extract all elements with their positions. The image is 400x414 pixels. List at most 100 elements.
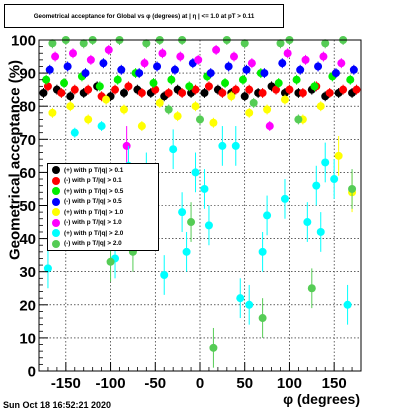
data-point bbox=[206, 69, 215, 78]
y-tick-label: 0 bbox=[28, 364, 36, 381]
data-point bbox=[296, 65, 305, 74]
data-point bbox=[84, 115, 93, 124]
data-point bbox=[227, 92, 236, 101]
data-point bbox=[124, 82, 133, 91]
y-tick-label: 30 bbox=[19, 264, 36, 281]
y-tick-label: 70 bbox=[19, 132, 36, 149]
data-point bbox=[331, 69, 340, 78]
data-point bbox=[263, 211, 272, 220]
x-axis-label: φ (degrees) bbox=[283, 391, 360, 407]
data-point bbox=[185, 82, 194, 91]
data-point bbox=[337, 59, 346, 68]
data-point bbox=[231, 85, 240, 94]
data-point bbox=[260, 69, 269, 78]
data-point bbox=[298, 88, 307, 97]
data-point bbox=[258, 314, 267, 323]
data-point bbox=[348, 184, 357, 193]
data-point bbox=[245, 300, 254, 309]
data-point bbox=[310, 82, 319, 91]
data-point bbox=[316, 227, 325, 236]
data-point bbox=[258, 88, 267, 97]
data-point bbox=[218, 141, 227, 150]
data-point bbox=[191, 168, 200, 177]
data-point bbox=[178, 208, 187, 217]
data-point bbox=[209, 118, 218, 127]
data-point bbox=[278, 59, 287, 68]
data-point bbox=[242, 65, 251, 74]
data-point bbox=[79, 39, 88, 48]
data-point bbox=[346, 75, 355, 84]
data-point bbox=[301, 55, 310, 64]
data-point bbox=[191, 102, 200, 111]
data-point bbox=[200, 88, 209, 97]
data-point bbox=[265, 122, 274, 131]
legend-label: (+) with p T/|q| > 0.5 bbox=[64, 187, 124, 195]
y-tick-label: 90 bbox=[19, 66, 36, 83]
data-point bbox=[122, 141, 131, 150]
data-point bbox=[334, 151, 343, 160]
legend-label: (+) with p T/|q| > 0.1 bbox=[64, 166, 124, 174]
data-point bbox=[104, 45, 113, 54]
data-point bbox=[258, 247, 267, 256]
x-tick-label: 0 bbox=[196, 375, 204, 392]
data-point bbox=[263, 105, 272, 114]
data-point bbox=[68, 49, 77, 58]
legend-label: (-) with p T/|q| > 0.1 bbox=[64, 177, 122, 185]
data-point bbox=[285, 85, 294, 94]
legend-label: (-) with p T/|q| > 0.5 bbox=[64, 198, 122, 206]
legend-entry: (-) with p T/|q| > 0.1 bbox=[50, 176, 156, 187]
data-point bbox=[70, 128, 79, 137]
data-point bbox=[349, 65, 358, 74]
y-axis-label: Geometrical acceptance (%) bbox=[6, 59, 24, 261]
data-point bbox=[325, 88, 334, 97]
legend-label: (+) with p T/|q| > 2.0 bbox=[64, 229, 124, 237]
y-tick-label: 80 bbox=[19, 99, 36, 116]
data-point bbox=[176, 52, 185, 61]
data-point bbox=[86, 55, 95, 64]
data-point bbox=[280, 194, 289, 203]
data-point bbox=[119, 88, 128, 97]
legend-entry: (-) with p T/|q| > 0.5 bbox=[50, 197, 156, 208]
data-point bbox=[212, 45, 221, 54]
data-point bbox=[343, 300, 352, 309]
legend-marker bbox=[52, 176, 60, 185]
data-point bbox=[276, 39, 285, 48]
data-point bbox=[70, 85, 79, 94]
legend-label: (-) with p T/|q| > 2.0 bbox=[64, 240, 122, 248]
x-tick-label: 50 bbox=[236, 375, 253, 392]
data-point bbox=[339, 85, 348, 94]
y-tick-label: 100 bbox=[11, 33, 36, 50]
data-point bbox=[164, 105, 173, 114]
data-point bbox=[204, 221, 213, 230]
data-point bbox=[111, 85, 120, 94]
data-point bbox=[117, 65, 126, 74]
data-point bbox=[272, 85, 281, 94]
data-point bbox=[99, 59, 108, 68]
x-tick-label: -100 bbox=[96, 375, 126, 392]
data-point bbox=[187, 218, 196, 227]
data-point bbox=[312, 181, 321, 190]
data-point bbox=[140, 59, 149, 68]
data-point bbox=[173, 112, 182, 121]
data-point bbox=[200, 184, 209, 193]
data-point bbox=[292, 75, 301, 84]
y-tick-label: 60 bbox=[19, 165, 36, 182]
data-point bbox=[170, 65, 179, 74]
data-point bbox=[57, 88, 66, 97]
x-tick-label: 100 bbox=[277, 375, 302, 392]
data-point bbox=[330, 175, 339, 184]
data-point bbox=[119, 105, 128, 114]
legend-label: (+) with p T/|q| > 1.0 bbox=[64, 208, 124, 216]
data-point bbox=[307, 284, 316, 293]
data-point bbox=[142, 39, 151, 48]
data-point bbox=[209, 343, 218, 352]
data-point bbox=[95, 82, 104, 91]
x-tick-label: -50 bbox=[144, 375, 166, 392]
chart-title-box: Geometrical acceptance for Global vs φ (… bbox=[4, 4, 284, 28]
data-point bbox=[224, 62, 233, 71]
data-point bbox=[39, 88, 48, 97]
data-point bbox=[135, 69, 144, 78]
data-point bbox=[102, 95, 111, 104]
data-point bbox=[51, 52, 60, 61]
